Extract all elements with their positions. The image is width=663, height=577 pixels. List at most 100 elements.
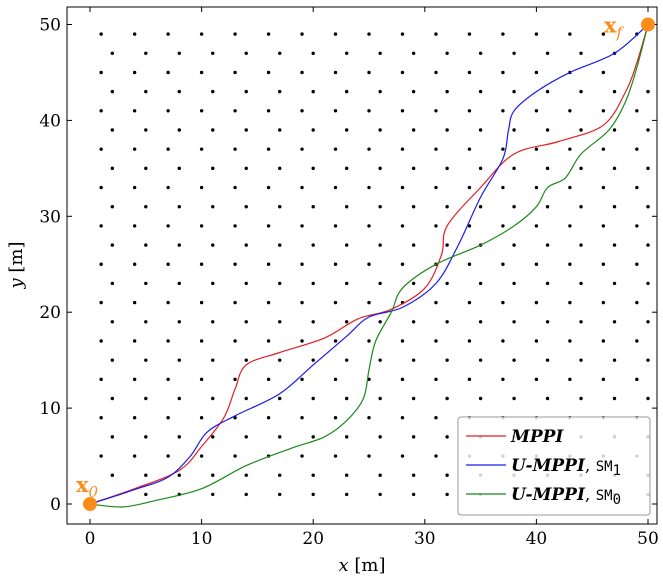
obstacle-dot — [545, 128, 550, 132]
obstacle-dot — [244, 243, 248, 247]
obstacle-dot — [534, 377, 539, 382]
obstacle-dot — [177, 396, 181, 401]
obstacle-dot — [445, 473, 449, 477]
obstacle-dot — [211, 166, 215, 171]
obstacle-dot — [411, 166, 416, 171]
obstacle-dot — [278, 205, 282, 209]
obstacle-dot — [579, 128, 583, 132]
obstacle-dot — [311, 320, 315, 324]
obstacle-dot — [534, 224, 539, 228]
obstacle-dot — [300, 300, 304, 305]
goal-marker — [641, 17, 655, 32]
obstacle-dot — [110, 320, 115, 324]
obstacle-dot — [501, 300, 505, 305]
obstacle-dot — [579, 51, 583, 55]
obstacle-dot — [367, 300, 371, 305]
obstacle-dot — [411, 358, 416, 362]
obstacle-dot — [378, 320, 382, 324]
obstacle-dot — [411, 243, 416, 247]
obstacle-dot — [367, 415, 371, 420]
obstacle-dot — [99, 109, 103, 113]
obstacle-dot — [333, 109, 338, 113]
obstacle-dot — [467, 224, 472, 228]
obstacle-dot — [344, 396, 349, 401]
obstacle-dot — [400, 70, 405, 75]
obstacle-dot — [244, 51, 248, 55]
obstacle-dot — [646, 128, 650, 132]
y-tick-label-40: 40 — [39, 111, 61, 131]
legend-name-mppi: MPPI — [510, 427, 564, 447]
obstacle-dot — [99, 262, 103, 266]
obstacle-dot — [99, 147, 103, 151]
obstacle-dot — [378, 435, 382, 439]
obstacle-dot — [333, 454, 338, 458]
obstacle-dot — [166, 300, 170, 305]
obstacle-dot — [99, 454, 103, 458]
obstacle-dot — [601, 147, 606, 151]
obstacle-dot — [244, 281, 248, 286]
obstacle-dot — [512, 51, 516, 55]
obstacle-dot — [211, 320, 215, 324]
obstacle-dot — [300, 377, 304, 382]
obstacle-dot — [545, 320, 550, 324]
obstacle-dot — [199, 415, 204, 420]
obstacle-dot — [300, 339, 304, 343]
obstacle-dot — [367, 147, 371, 151]
obstacle-dot — [434, 339, 438, 343]
obstacle-dot — [166, 454, 170, 458]
obstacle-dot — [278, 492, 282, 497]
obstacle-dot — [300, 224, 304, 228]
obstacle-dot — [568, 147, 572, 151]
obstacle-dot — [378, 396, 382, 401]
obstacle-dot — [411, 320, 416, 324]
obstacle-dot — [233, 339, 237, 343]
obstacle-dot — [300, 185, 304, 190]
obstacle-dot — [177, 281, 181, 286]
obstacle-dot — [244, 128, 248, 132]
obstacle-dot — [278, 243, 282, 247]
obstacle-dot — [579, 166, 583, 171]
obstacle-dot — [278, 473, 282, 477]
obstacle-dot — [166, 262, 170, 266]
obstacle-dot — [311, 358, 315, 362]
obstacle-dot — [367, 185, 371, 190]
obstacle-dot — [478, 396, 483, 401]
obstacle-dot — [144, 320, 148, 324]
legend-name-u-mppi-sm1: U-MPPI — [511, 456, 586, 476]
obstacle-dot — [110, 166, 115, 171]
obstacle-dot — [199, 339, 204, 343]
obstacle-dot — [132, 109, 137, 113]
obstacle-dot — [378, 492, 382, 497]
obstacle-dot — [311, 435, 315, 439]
x-tick-label-0: 0 — [85, 529, 96, 549]
obstacle-dot — [579, 320, 583, 324]
obstacle-dot — [244, 166, 248, 171]
obstacle-dot — [144, 166, 148, 171]
obstacle-dot — [434, 377, 438, 382]
obstacle-dot — [501, 32, 505, 36]
obstacle-dot — [512, 243, 516, 247]
obstacle-dot — [233, 70, 237, 75]
obstacle-dot — [300, 32, 304, 36]
obstacle-dot — [378, 281, 382, 286]
obstacle-dot — [344, 492, 349, 497]
obstacle-dot — [467, 339, 472, 343]
obstacle-dot — [333, 377, 338, 382]
obstacle-dot — [177, 205, 181, 209]
obstacle-dot — [568, 109, 572, 113]
obstacle-dot — [199, 147, 204, 151]
obstacle-dot — [211, 243, 215, 247]
obstacle-dot — [467, 147, 472, 151]
x-axis-var: x — [339, 555, 349, 576]
obstacle-dot — [99, 339, 103, 343]
obstacle-dot — [445, 396, 449, 401]
obstacle-dot — [434, 32, 438, 36]
obstacle-dot — [612, 396, 617, 401]
obstacle-dot — [211, 396, 215, 401]
obstacle-dot — [110, 205, 115, 209]
obstacle-dot — [378, 128, 382, 132]
obstacle-dot — [211, 89, 215, 94]
obstacle-dot — [601, 339, 606, 343]
legend-sub-sm0: 0 — [613, 492, 621, 508]
